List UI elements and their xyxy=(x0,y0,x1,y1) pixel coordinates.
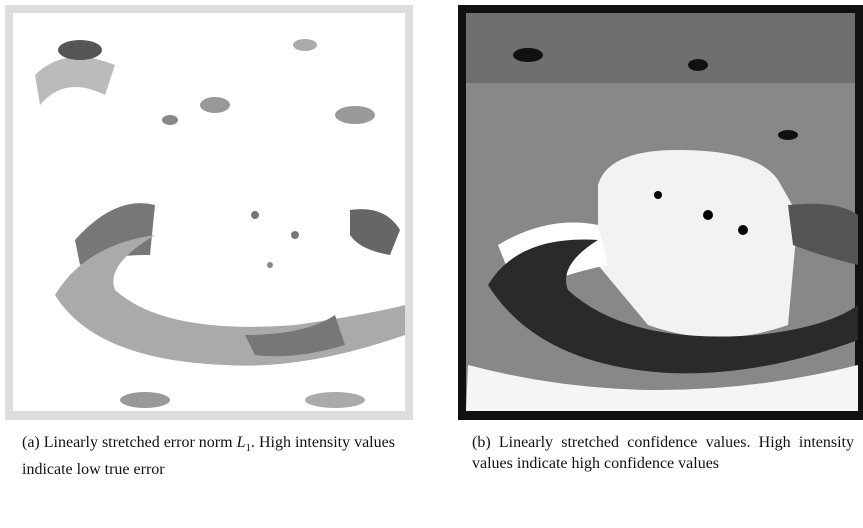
math-subscript: 1 xyxy=(245,442,251,455)
caption-b: (b) Linearly stretched confidence values… xyxy=(472,434,854,472)
confidence-image xyxy=(458,5,863,420)
math-symbol: L xyxy=(236,434,246,451)
caption-text: . High intensity values indicate low tru… xyxy=(22,434,395,479)
caption-a: (a) Linearly stretched error norm L1. Hi… xyxy=(22,432,417,480)
caption-text: (a) Linearly stretched error norm xyxy=(22,434,237,451)
error-image xyxy=(5,5,413,420)
